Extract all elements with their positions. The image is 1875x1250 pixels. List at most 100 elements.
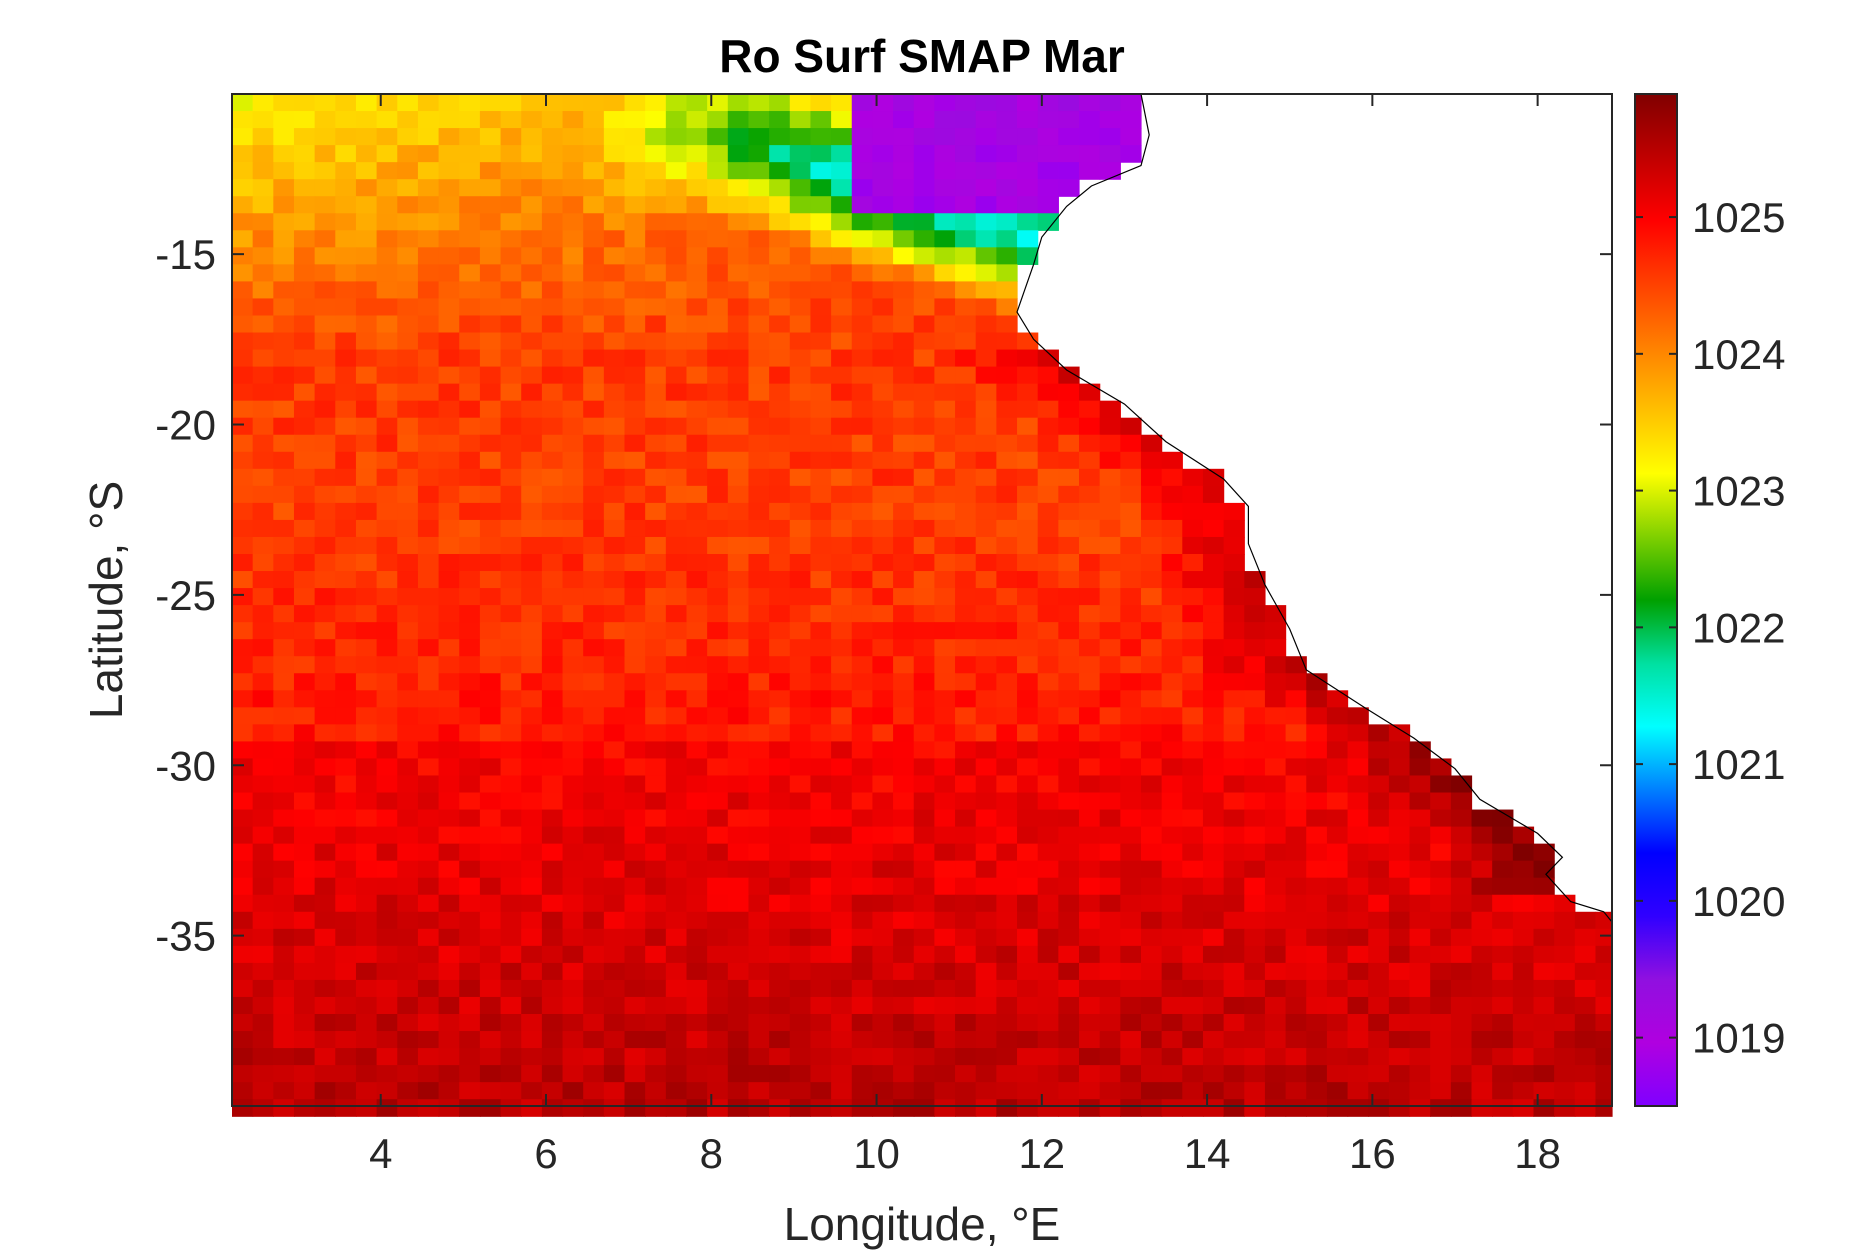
heatmap-cell bbox=[1430, 1014, 1452, 1032]
heatmap-cell bbox=[479, 162, 502, 180]
heatmap-cell bbox=[1306, 1099, 1328, 1117]
heatmap-cell bbox=[1285, 962, 1307, 981]
heatmap-cell bbox=[355, 383, 378, 402]
heatmap-cell bbox=[707, 741, 729, 760]
heatmap-cell bbox=[603, 94, 626, 112]
x-tick-label: 16 bbox=[1349, 1130, 1396, 1177]
heatmap-cell bbox=[645, 230, 667, 248]
heatmap-cell bbox=[355, 826, 378, 845]
heatmap-cell bbox=[686, 264, 708, 283]
heatmap-cell bbox=[500, 673, 522, 691]
heatmap-cell bbox=[748, 690, 770, 708]
heatmap-cell bbox=[1120, 962, 1142, 981]
heatmap-cell bbox=[1368, 996, 1390, 1015]
heatmap-cell bbox=[1079, 741, 1101, 760]
heatmap-cell bbox=[624, 792, 646, 811]
heatmap-cell bbox=[1554, 1048, 1576, 1066]
heatmap-cell bbox=[955, 128, 977, 146]
heatmap-cell bbox=[1347, 1014, 1369, 1032]
heatmap-cell bbox=[541, 996, 564, 1015]
heatmap-cell bbox=[1409, 741, 1431, 760]
heatmap-cell bbox=[996, 554, 1018, 572]
heatmap-cell bbox=[975, 417, 997, 436]
heatmap-cell bbox=[996, 707, 1018, 725]
heatmap-cell bbox=[831, 622, 853, 640]
heatmap-cell bbox=[1368, 1082, 1390, 1100]
heatmap-cell bbox=[1182, 536, 1204, 555]
heatmap-cell bbox=[1264, 979, 1287, 998]
heatmap-cell bbox=[583, 809, 605, 828]
heatmap-cell bbox=[1140, 605, 1163, 623]
heatmap-cell bbox=[955, 400, 977, 419]
heatmap-cell bbox=[1161, 622, 1183, 640]
heatmap-cell bbox=[500, 1048, 522, 1066]
heatmap-cell bbox=[232, 588, 254, 606]
heatmap-cell bbox=[521, 383, 543, 402]
heatmap-cell bbox=[1120, 758, 1142, 777]
heatmap-cell bbox=[996, 928, 1018, 947]
heatmap-cell bbox=[459, 843, 481, 862]
heatmap-cell bbox=[748, 247, 770, 265]
heatmap-cell bbox=[335, 264, 357, 283]
heatmap-cell bbox=[934, 554, 956, 572]
heatmap-cell bbox=[1182, 1065, 1204, 1083]
heatmap-cell bbox=[1037, 962, 1059, 981]
heatmap-cell bbox=[479, 945, 502, 964]
heatmap-cell bbox=[955, 877, 977, 896]
heatmap-cell bbox=[1595, 1065, 1613, 1083]
heatmap-cell bbox=[335, 996, 357, 1015]
heatmap-cell bbox=[603, 911, 626, 930]
heatmap-cell bbox=[1079, 928, 1101, 947]
heatmap-cell bbox=[996, 996, 1018, 1015]
heatmap-cell bbox=[769, 656, 791, 674]
heatmap-cell bbox=[975, 673, 997, 691]
heatmap-cell bbox=[232, 111, 254, 129]
heatmap-cell bbox=[686, 826, 708, 845]
heatmap-cell bbox=[872, 451, 894, 470]
heatmap-cell bbox=[583, 468, 605, 487]
heatmap-cell bbox=[1492, 1082, 1514, 1100]
heatmap-cell bbox=[727, 656, 750, 674]
heatmap-cell bbox=[810, 94, 832, 112]
heatmap-cell bbox=[769, 554, 791, 572]
heatmap-cell bbox=[686, 434, 708, 453]
heatmap-cell bbox=[872, 707, 894, 725]
colorbar-tick-label: 1023 bbox=[1692, 468, 1785, 515]
heatmap-cell bbox=[1409, 945, 1431, 964]
heatmap-cell bbox=[603, 605, 626, 623]
heatmap-cell bbox=[1285, 656, 1307, 674]
heatmap-cell bbox=[1574, 1048, 1597, 1066]
heatmap-cell bbox=[355, 349, 378, 368]
heatmap-cell bbox=[1326, 758, 1349, 777]
heatmap-cell bbox=[686, 213, 708, 231]
heatmap-cell bbox=[232, 196, 254, 214]
heatmap-cell bbox=[1223, 894, 1245, 913]
heatmap-cell bbox=[293, 1065, 316, 1083]
heatmap-cell bbox=[376, 928, 398, 947]
heatmap-cell bbox=[665, 690, 688, 708]
heatmap-cell bbox=[789, 979, 812, 998]
heatmap-cell bbox=[1161, 571, 1183, 589]
heatmap-cell bbox=[624, 196, 646, 214]
heatmap-cell bbox=[872, 1031, 894, 1049]
heatmap-cell bbox=[479, 196, 502, 214]
heatmap-cell bbox=[232, 962, 254, 981]
heatmap-cell bbox=[975, 451, 997, 470]
heatmap-cell bbox=[1120, 843, 1142, 862]
heatmap-cell bbox=[1058, 1065, 1080, 1083]
heatmap-cell bbox=[1161, 690, 1183, 708]
heatmap-cell bbox=[624, 519, 646, 538]
heatmap-cell bbox=[232, 656, 254, 674]
heatmap-cell bbox=[521, 605, 543, 623]
heatmap-cell bbox=[624, 826, 646, 845]
heatmap-cell bbox=[479, 656, 502, 674]
heatmap-cell bbox=[645, 281, 667, 300]
heatmap-cell bbox=[996, 468, 1018, 487]
heatmap-cell bbox=[955, 741, 977, 760]
heatmap-cell bbox=[1512, 996, 1535, 1015]
heatmap-cell bbox=[1244, 1082, 1266, 1100]
heatmap-cell bbox=[562, 298, 584, 317]
heatmap-cell bbox=[1326, 996, 1349, 1015]
heatmap-cell bbox=[707, 94, 729, 112]
heatmap-cell bbox=[521, 366, 543, 385]
